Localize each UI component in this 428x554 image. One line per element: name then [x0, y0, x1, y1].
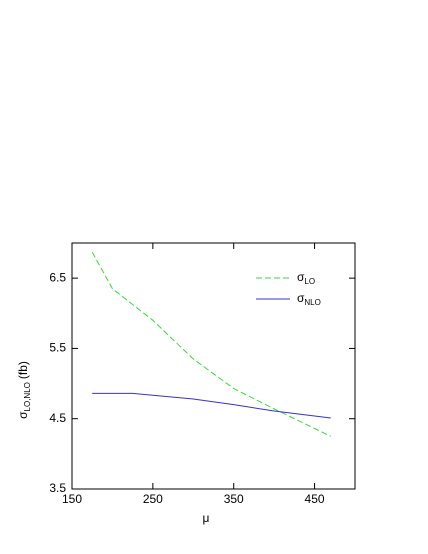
legend-label: σNLO — [297, 291, 321, 307]
x-tick-label: 250 — [143, 492, 163, 506]
y-tick-label: 5.5 — [49, 341, 66, 355]
legend-label: σLO — [297, 270, 315, 286]
legend-sub: LO — [304, 277, 315, 286]
x-axis-label: μ — [203, 511, 210, 525]
y-label-symbol: σ — [16, 411, 30, 419]
y-tick-label: 3.5 — [49, 481, 66, 495]
y-label-unit: (fb) — [16, 361, 30, 379]
data-line — [91, 251, 331, 437]
y-tick-label: 4.5 — [49, 411, 66, 425]
legend-sub: NLO — [304, 298, 320, 307]
plot-frame — [71, 242, 356, 490]
x-tick-label: 350 — [224, 492, 244, 506]
data-line — [92, 392, 331, 419]
legend-symbol: σ — [297, 291, 305, 305]
y-tick-label: 6.5 — [49, 270, 66, 284]
y-axis-label: σLO,NLO (fb) — [16, 361, 32, 419]
legend-symbol: σ — [297, 270, 305, 284]
x-tick-label: 150 — [62, 492, 82, 506]
x-tick-label: 450 — [305, 492, 325, 506]
y-label-sub: LO,NLO — [23, 382, 32, 411]
